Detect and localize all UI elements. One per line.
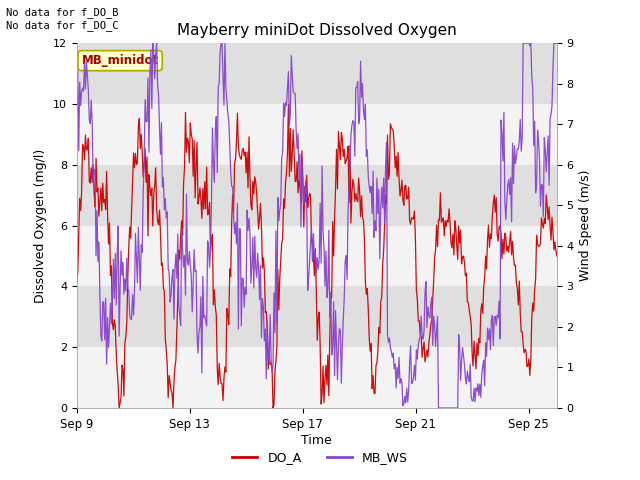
X-axis label: Time: Time xyxy=(301,433,332,446)
Bar xyxy=(77,226,557,287)
Bar xyxy=(77,165,557,226)
Bar xyxy=(77,104,557,165)
Bar xyxy=(77,347,557,408)
Title: Mayberry miniDot Dissolved Oxygen: Mayberry miniDot Dissolved Oxygen xyxy=(177,23,457,38)
Y-axis label: Dissolved Oxygen (mg/l): Dissolved Oxygen (mg/l) xyxy=(35,148,47,303)
Y-axis label: Wind Speed (m/s): Wind Speed (m/s) xyxy=(579,170,592,281)
Bar xyxy=(77,287,557,347)
Bar xyxy=(77,43,557,104)
Legend: DO_A, MB_WS: DO_A, MB_WS xyxy=(227,446,413,469)
Text: MB_minidot: MB_minidot xyxy=(82,54,159,67)
Text: No data for f_DO_B
No data for f_DO_C: No data for f_DO_B No data for f_DO_C xyxy=(6,7,119,31)
